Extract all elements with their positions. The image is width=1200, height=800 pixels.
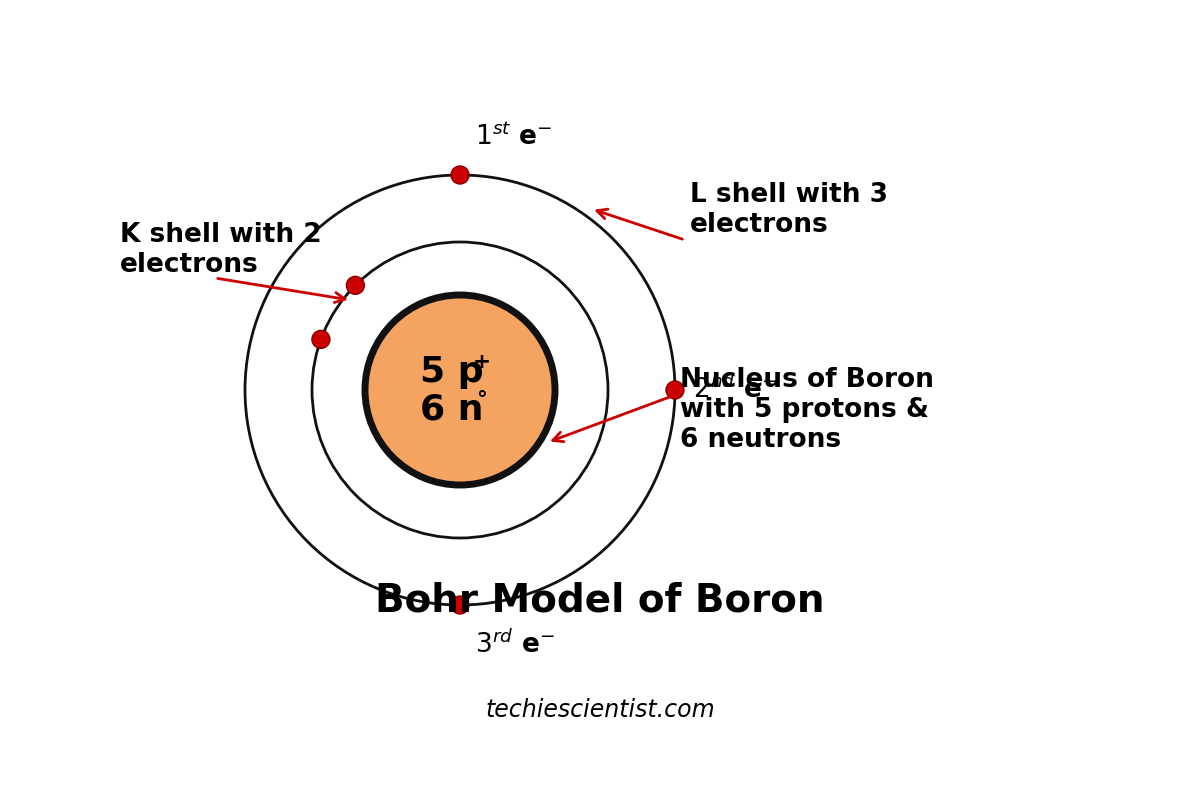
Text: L shell with 3
electrons: L shell with 3 electrons: [690, 182, 888, 238]
Text: 5 p: 5 p: [420, 355, 484, 389]
Text: 6 n: 6 n: [420, 393, 484, 427]
Circle shape: [347, 276, 365, 294]
Text: $1^{st}$ e$^{-}$: $1^{st}$ e$^{-}$: [475, 123, 552, 151]
Text: techiescientist.com: techiescientist.com: [485, 698, 715, 722]
Circle shape: [451, 166, 469, 184]
Text: +: +: [473, 352, 491, 372]
Circle shape: [365, 295, 554, 485]
Circle shape: [666, 381, 684, 399]
Circle shape: [312, 330, 330, 348]
Text: Nucleus of Boron
with 5 protons &
6 neutrons: Nucleus of Boron with 5 protons & 6 neut…: [680, 367, 934, 453]
Text: Bohr Model of Boron: Bohr Model of Boron: [376, 581, 824, 619]
Text: $2^{nd}$ e$^{-}$: $2^{nd}$ e$^{-}$: [694, 376, 778, 404]
Text: $3^{rd}$ e$^{-}$: $3^{rd}$ e$^{-}$: [475, 630, 556, 659]
Text: °: °: [476, 390, 487, 410]
Text: K shell with 2
electrons: K shell with 2 electrons: [120, 222, 322, 278]
Circle shape: [451, 596, 469, 614]
